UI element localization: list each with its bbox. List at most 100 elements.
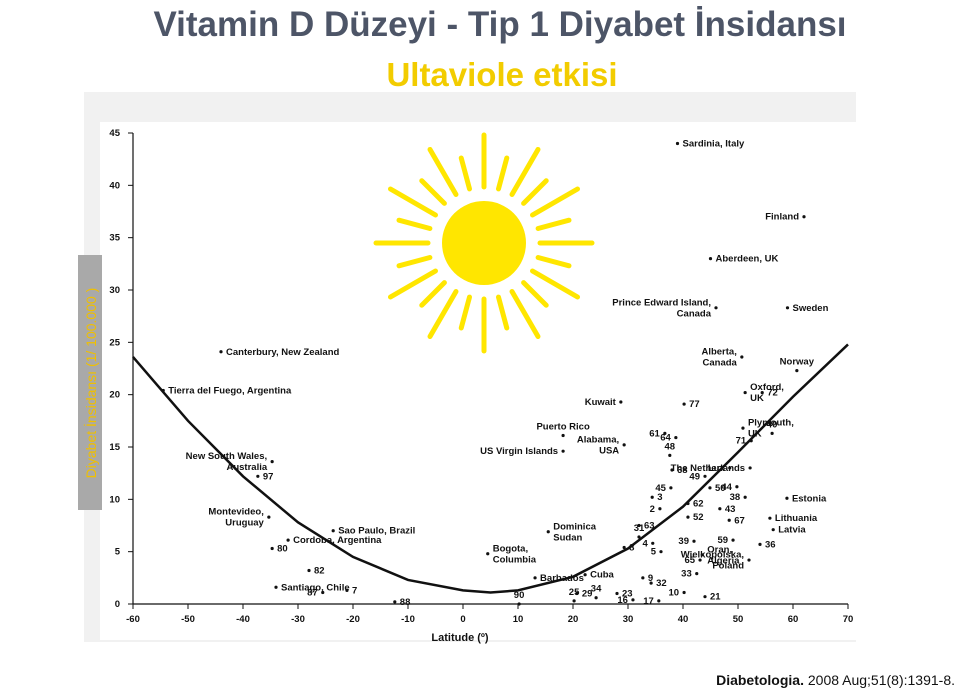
sun — [373, 132, 595, 354]
point-label: 87 — [307, 587, 318, 598]
data-point — [785, 306, 790, 310]
point-label: 43 — [725, 504, 736, 515]
point-label-line: 43 — [725, 504, 736, 515]
y-tick-label: 20 — [109, 390, 120, 401]
point-label: 10 — [669, 587, 680, 598]
data-point — [561, 433, 565, 438]
data-point — [785, 496, 789, 500]
y-tick-label: 25 — [109, 337, 120, 348]
data-point — [768, 516, 772, 520]
sun-ray — [495, 155, 510, 192]
point-label-line: 97 — [263, 471, 274, 482]
point-label: 64 — [660, 433, 671, 444]
data-point — [682, 590, 686, 595]
x-tick-label: -20 — [346, 614, 360, 625]
point-label: 65 — [684, 555, 695, 566]
data-point — [735, 485, 739, 489]
point-label: 39 — [678, 536, 689, 547]
point-label-line: 16 — [617, 595, 628, 606]
point-label: Oxford, UK — [750, 382, 784, 404]
point-label-line: 82 — [314, 566, 325, 577]
x-tick-label: 10 — [513, 614, 524, 625]
point-label: 67 — [734, 515, 745, 526]
data-point — [703, 595, 707, 599]
point-label-line: 62 — [693, 499, 704, 510]
point-label: 49 — [689, 471, 700, 482]
data-point — [749, 439, 753, 443]
data-point — [270, 546, 274, 551]
y-axis-label: Diyabet İnsidansı (1/ 100.000 ) — [82, 288, 99, 479]
point-label-line: Aberdeen, UK — [716, 254, 779, 265]
point-label-line: UK — [750, 393, 764, 404]
point-label-line: 3 — [657, 492, 662, 503]
citation: Diabetologia. 2008 Aug;51(8):1391-8. — [716, 672, 955, 688]
x-tick-label: 60 — [788, 614, 799, 625]
fit-curve — [132, 343, 849, 594]
point-label: 48 — [665, 441, 676, 452]
y-tick-label: 0 — [115, 599, 120, 610]
point-label: 2 — [650, 504, 655, 515]
point-label-line: Uruguay — [225, 518, 264, 529]
point-label: The Netherlands — [671, 463, 745, 474]
point-label: 8 — [629, 542, 634, 553]
sun-ray — [387, 186, 439, 218]
data-point — [741, 426, 745, 430]
point-label-line: Sweden — [793, 303, 829, 314]
point-label: 88 — [400, 597, 411, 608]
citation-rest: 2008 Aug;51(8):1391-8. — [808, 672, 955, 688]
point-label-line: 88 — [400, 597, 411, 608]
data-point — [708, 257, 713, 261]
sun-ray — [495, 294, 510, 331]
data-point — [533, 576, 537, 580]
point-label: 72 — [767, 388, 778, 399]
point-label-line: Latvia — [778, 525, 806, 536]
point-label: 17 — [643, 596, 654, 607]
data-point — [727, 518, 731, 522]
sun-ray — [521, 280, 549, 308]
point-label: 90 — [514, 590, 525, 601]
point-label-line: 40 — [767, 419, 778, 430]
data-point — [802, 215, 806, 219]
point-label-line: 39 — [678, 536, 689, 547]
point-label-line: Plymouth, — [748, 418, 794, 429]
point-label-line: 49 — [689, 471, 700, 482]
point-label: 45 — [655, 483, 666, 494]
sun-ray — [509, 146, 541, 198]
data-point — [256, 474, 260, 478]
data-point — [657, 599, 661, 603]
data-point — [651, 541, 655, 545]
point-label-line: The Netherlands — [671, 463, 745, 474]
point-label-line: 80 — [277, 544, 288, 555]
data-point — [546, 530, 550, 534]
data-point — [641, 576, 645, 580]
point-label-line: Estonia — [792, 493, 827, 504]
data-point — [695, 572, 699, 576]
data-point — [670, 468, 674, 472]
point-label-line: Poland — [712, 561, 744, 572]
point-label: 29 — [582, 589, 593, 600]
data-point — [637, 523, 641, 528]
point-label-line: Cuba — [590, 570, 614, 581]
y-tick-label: 10 — [109, 494, 120, 505]
data-point — [331, 529, 335, 533]
point-label: 25 — [569, 587, 580, 598]
y-label-strip — [78, 255, 102, 510]
point-label-line: Sardinia, Italy — [683, 138, 745, 149]
point-label-line: Barbados — [540, 573, 584, 584]
point-label: Lithuania — [775, 513, 818, 524]
point-label-line: 59 — [717, 535, 728, 546]
point-label: 31 — [634, 523, 645, 534]
point-label: Norway — [780, 357, 815, 368]
point-label: 36 — [765, 539, 776, 550]
data-point — [219, 350, 223, 354]
point-label: Aberdeen, UK — [716, 254, 779, 265]
sun-ray — [529, 186, 581, 218]
point-label-line: 48 — [665, 441, 676, 452]
point-label-line: Kuwait — [585, 397, 617, 408]
data-point — [674, 435, 678, 440]
data-point — [743, 495, 747, 499]
point-label: 21 — [710, 592, 721, 603]
point-label-line: Wielkopolska, — [681, 550, 744, 561]
sun-ray — [535, 217, 572, 232]
data-point — [594, 596, 598, 600]
